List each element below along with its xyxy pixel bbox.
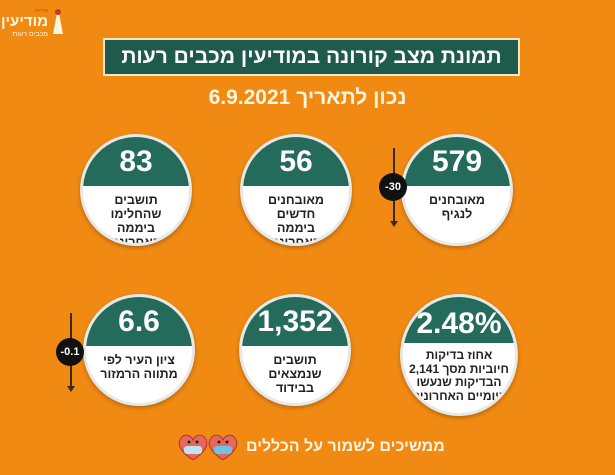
stat-isolation: 1,352 תושבים שנמצאים בבידוד: [239, 294, 351, 406]
arrow-down-icon: [67, 386, 75, 392]
stat-value: 1,352: [257, 305, 333, 338]
logo-line1: עיריית: [35, 8, 48, 14]
city-logo: עיריית מודיעין מכבים רעות: [1, 8, 48, 46]
stat-recovered: 83 תושבים שהחלימו ביממה האחרונה: [80, 134, 192, 246]
logo-line3: מכבים רעות: [12, 31, 48, 38]
stat-label: מאובחנים לנגיף: [428, 193, 486, 221]
arrow-down-icon: [390, 221, 398, 227]
stat-label: אחוז בדיקות חיוביות מסך 2,141 הבדיקות שנ…: [409, 348, 509, 403]
stat-diagnosed: 579 מאובחנים לנגיף: [401, 134, 513, 246]
logo-figure-icon: [53, 8, 63, 34]
stat-value: 2.48%: [416, 307, 502, 340]
date-label: נכון לתאריך 6.9.2021: [208, 86, 407, 109]
stat-label: תושבים שנמצאים בבידוד: [268, 353, 322, 395]
stat-positive-rate: 2.48% אחוז בדיקות חיוביות מסך 2,141 הבדי…: [400, 294, 518, 416]
stat-value: 56: [279, 145, 313, 178]
stat-label: ציון העיר לפי מתווה הרמזור: [100, 353, 178, 381]
footer-slogan: ממשיכים לשמור על הכללים: [246, 438, 445, 455]
change-badge: -0.1: [56, 338, 84, 366]
stat-value: 6.6: [118, 305, 160, 338]
stat-traffic-light-score: 6.6 ציון העיר לפי מתווה הרמזור: [83, 294, 195, 406]
logo-line2: מודיעין: [1, 13, 48, 30]
stat-new-diagnosed: 56 מאובחנים חדשים ביממה האחרונה: [240, 134, 352, 246]
stat-value: 579: [431, 145, 483, 178]
stat-value: 83: [119, 145, 153, 178]
change-badge: -30: [379, 173, 407, 201]
page-title: תמונת מצב קורונה במודיעין מכבים רעות: [103, 38, 520, 76]
stat-label: מאובחנים חדשים ביממה האחרונה: [267, 193, 325, 246]
stat-label: תושבים שהחלימו ביממה האחרונה: [110, 193, 162, 246]
masked-hearts-icon: [178, 434, 238, 461]
